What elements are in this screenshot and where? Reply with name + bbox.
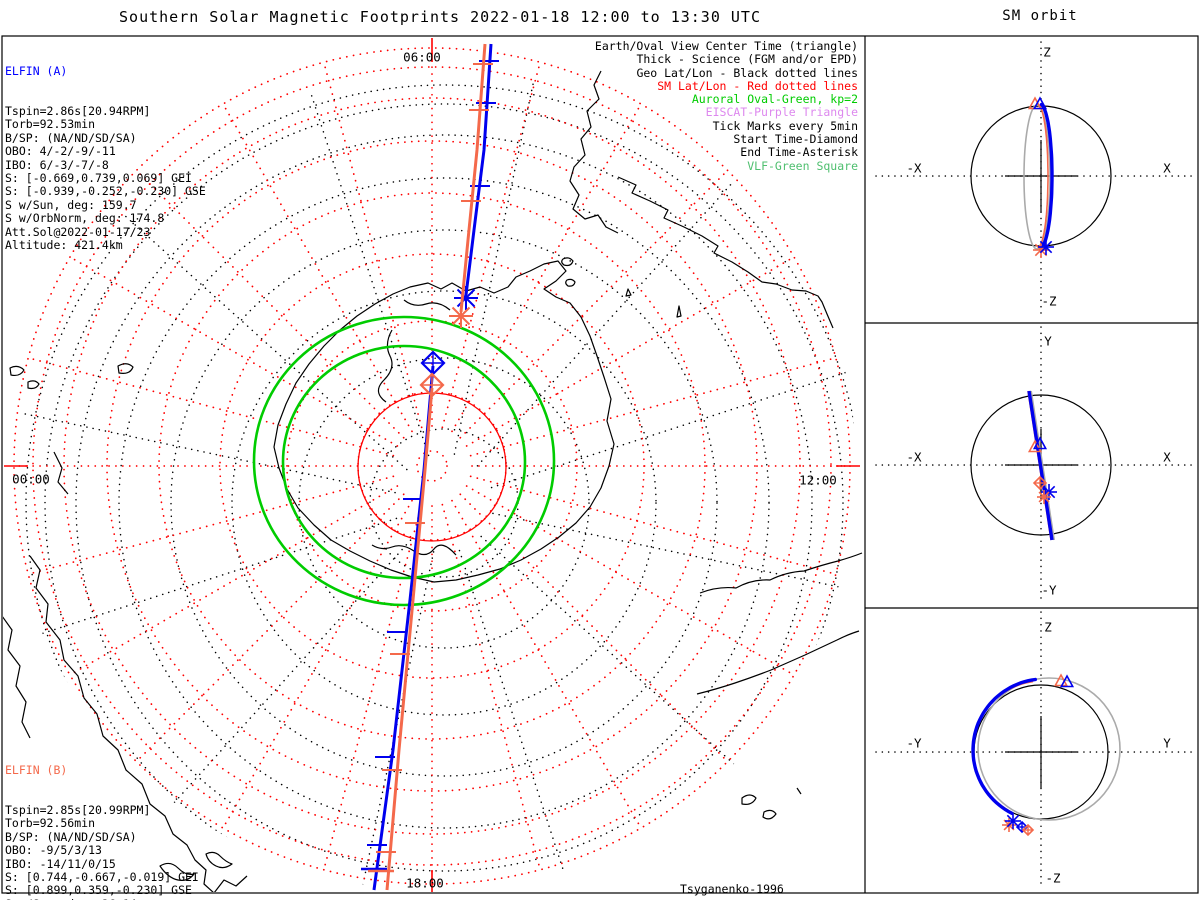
info-line: Att.Sol@2022-01-17/23	[5, 224, 151, 239]
coast-left-edge-coast	[3, 616, 31, 739]
panel1-axis-label-negX: -X	[906, 160, 922, 176]
info-line: S: [-0.939,-0.252,-0.230] GSE	[5, 184, 206, 199]
coast-tierra-islands-1	[159, 862, 195, 881]
sm-orbit-panel-3	[875, 611, 1197, 889]
elfin-a-heading: ELFIN (A)	[5, 63, 68, 78]
mlt-label-0000: 00:00	[12, 471, 50, 487]
legend-line: Thick - Science (FGM and/or EPD)	[636, 52, 858, 67]
info-line: S: [-0.669,0.739,0.069] GEI	[5, 171, 192, 186]
info-line: S w/OrbNorm, deg: 174.8	[5, 211, 165, 226]
elfin-b-info-block: ELFIN (B) Tspin=2.85s[20.99RPM] Torb=92.5…	[5, 737, 199, 900]
sm-orbit-panel-2	[875, 326, 1197, 604]
coast-australia-coast-2	[696, 630, 860, 695]
coastlines	[3, 70, 863, 892]
info-line: IBO: -14/11/0/15	[5, 856, 116, 871]
coast-nz-islet-3	[796, 787, 802, 795]
track-elfinb	[368, 43, 493, 891]
sm-orbit-title: SM orbit	[1002, 8, 1078, 24]
coast-south-america-west	[29, 555, 214, 892]
legend-line: Auroral Oval-Green, kp=2	[691, 92, 858, 107]
panel3-axis-label-Y: Y	[1163, 735, 1171, 751]
coast-nz-islet-2	[762, 809, 777, 820]
coast-africa-west	[569, 70, 619, 234]
info-line: Torb=92.53min	[5, 117, 96, 132]
elfin-b-lines: Tspin=2.85s[20.99RPM] Torb=92.56min B/SP: …	[5, 803, 199, 900]
info-line: IBO: 6/-3/-7/-8	[5, 157, 109, 172]
coast-ice-shelf-2	[403, 299, 451, 311]
auroral-oval	[252, 315, 556, 607]
panel3-axis-label-negZ: -Z	[1045, 870, 1061, 886]
coast-left-islet-2	[27, 380, 40, 390]
coast-nz-islet-1	[741, 794, 757, 805]
info-line: Torb=92.56min	[5, 816, 96, 831]
info-line: OBO: 4/-2/-9/-11	[5, 144, 116, 159]
legend-line: Start Time-Diamond	[733, 132, 858, 147]
legend-line: End Time-Asterisk	[740, 145, 858, 160]
panel3-axis-label-negY: -Y	[906, 735, 922, 751]
info-line: S: [0.899,0.359,-0.230] GSE	[5, 883, 192, 898]
panel1-axis-label-X: X	[1163, 160, 1171, 176]
credits-block: Tsyganenko-1996 Created: Fri Jan 13 17:0…	[680, 854, 908, 900]
legend-line: Earth/Oval View Center Time (triangle)	[594, 39, 858, 53]
coast-left-islet-3	[117, 363, 134, 374]
info-line: S: [0.744,-0.667,-0.019] GEI	[5, 870, 199, 885]
info-line: OBO: -9/5/3/13	[5, 843, 102, 858]
track-elfina	[361, 43, 499, 891]
coast-antarctica	[273, 260, 615, 583]
frame-borders	[1, 35, 1199, 894]
info-line: B/SP: (NA/ND/SD/SA)	[5, 130, 137, 145]
coast-left-islet-1	[9, 365, 25, 377]
legend-block: Earth/Oval View Center Time (triangle) Th…	[594, 39, 858, 173]
info-line: Tspin=2.85s[20.99RPM]	[5, 803, 151, 818]
panel2-axis-label-negX: -X	[906, 449, 922, 465]
coast-africa-islet-1	[561, 257, 574, 267]
mlt-label-1800: 18:00	[406, 875, 444, 891]
panel1-axis-label-Z: Z	[1043, 44, 1051, 60]
legend-line: SM Lat/Lon - Red dotted lines	[657, 78, 858, 93]
legend-line: VLF-Green Square	[747, 158, 858, 173]
info-line: Tspin=2.86s[20.94RPM]	[5, 104, 151, 119]
panel2-axis-label-negY: -Y	[1041, 582, 1057, 598]
model-credit: Tsyganenko-1996	[680, 882, 784, 896]
coast-tierra-islands-2	[205, 851, 233, 869]
polar-map	[3, 38, 863, 892]
page-title: Southern Solar Magnetic Footprints 2022-…	[119, 8, 761, 26]
info-line: S w/Sun, deg: 26.14	[5, 897, 199, 900]
coast-south-america-east	[214, 875, 248, 892]
coast-africa-islet-4	[676, 305, 682, 318]
mlt-label-1200: 12:00	[799, 472, 837, 488]
legend-line: Tick Marks every 5min	[712, 118, 858, 133]
legend-line: Geo Lat/Lon - Black dotted lines	[636, 65, 858, 80]
elfin-b-heading: ELFIN (B)	[5, 762, 68, 777]
legend-line: EISCAT-Purple Triangle	[705, 105, 858, 120]
coast-australia-coast-1	[699, 552, 863, 594]
coast-africa-islet-3	[625, 288, 632, 297]
coast-africa-islet-2	[565, 278, 576, 287]
coast-africa-south	[617, 176, 834, 329]
elfin-a-info-block: ELFIN (A) Tspin=2.86s[20.94RPM] Torb=92.5…	[5, 38, 206, 279]
sm-orbit-panel-1	[875, 41, 1197, 319]
panel3-axis-label-Z: Z	[1044, 619, 1052, 635]
coast-mid-left-islet-line	[53, 451, 69, 495]
info-line: B/SP: (NA/ND/SD/SA)	[5, 829, 137, 844]
panel2-axis-label-X: X	[1163, 449, 1171, 465]
info-line: S w/Sun, deg: 159.7	[5, 197, 137, 212]
info-line: Altitude: 421.4km	[5, 238, 123, 253]
panel1-axis-label-negZ: -Z	[1041, 293, 1057, 309]
mlt-label-0600: 06:00	[403, 49, 441, 65]
panel2-axis-label-Y: Y	[1044, 333, 1052, 349]
elfin-a-lines: Tspin=2.86s[20.94RPM] Torb=92.53min B/SP: …	[5, 104, 206, 253]
coast-ice-shelf-3	[377, 329, 393, 403]
